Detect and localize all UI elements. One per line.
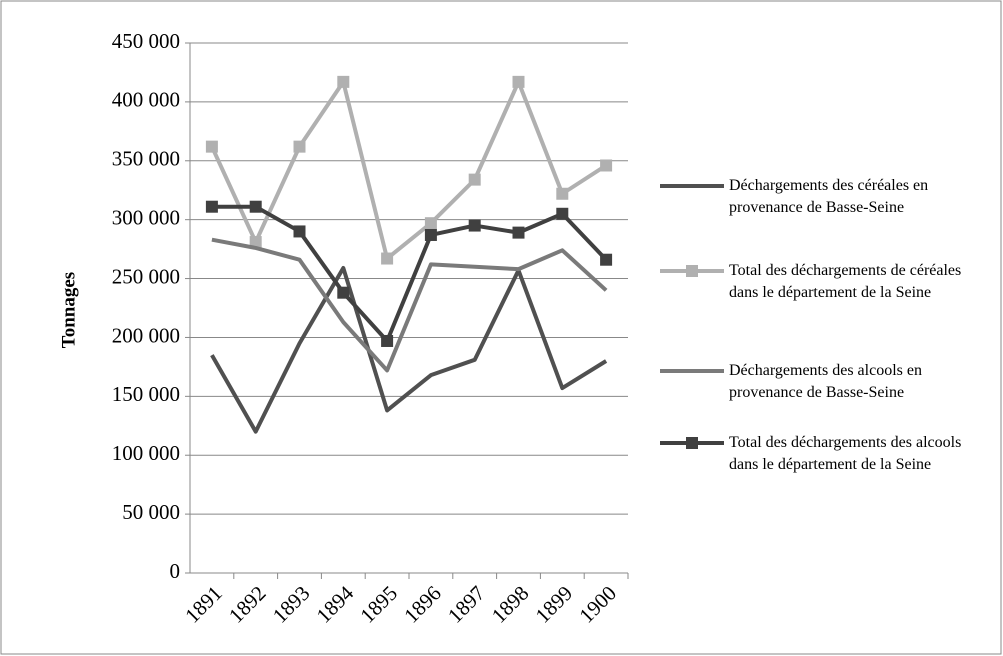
- point-marker: [337, 75, 350, 88]
- legend-label: Total des déchargements des alcools dans…: [729, 434, 962, 473]
- y-tick-label: 250 000: [112, 264, 180, 288]
- point-marker: [249, 236, 262, 249]
- y-tick-label: 450 000: [112, 29, 180, 53]
- point-marker: [424, 228, 437, 241]
- point-marker: [381, 252, 394, 265]
- point-marker: [468, 173, 481, 186]
- legend-marker: [686, 437, 698, 449]
- point-marker: [337, 286, 350, 299]
- point-marker: [205, 200, 218, 213]
- y-tick-label: 150 000: [112, 382, 180, 406]
- point-marker: [205, 140, 218, 153]
- legend-label: Total des déchargements de céréales dans…: [729, 262, 962, 301]
- legend-label: Déchargements des alcools en provenance …: [729, 362, 922, 401]
- point-marker: [424, 217, 437, 230]
- y-tick-label: 300 000: [112, 205, 180, 229]
- series-line: [210, 79, 608, 261]
- point-marker: [600, 253, 613, 266]
- point-marker: [512, 75, 525, 88]
- series-line: [211, 237, 608, 373]
- point-marker: [293, 140, 306, 153]
- legend-marker: [686, 265, 698, 277]
- y-tick-label: 400 000: [112, 88, 180, 112]
- y-tick-label: 100 000: [112, 441, 180, 465]
- point-marker: [512, 226, 525, 239]
- y-axis-title: Tonnages: [58, 272, 79, 348]
- point-marker: [600, 159, 613, 172]
- legend-label: Déchargements des céréales en provenance…: [729, 177, 929, 216]
- y-tick-label: 0: [170, 559, 181, 583]
- y-tick-label: 50 000: [122, 500, 180, 524]
- y-tick-label: 200 000: [112, 323, 180, 347]
- point-marker: [556, 187, 569, 200]
- point-marker: [249, 200, 262, 213]
- y-tick-label: 350 000: [112, 147, 180, 171]
- point-marker: [293, 225, 306, 238]
- series-line: [210, 265, 608, 434]
- point-marker: [468, 219, 481, 232]
- point-marker: [381, 334, 394, 347]
- series-line: [211, 204, 608, 343]
- point-marker: [556, 207, 569, 220]
